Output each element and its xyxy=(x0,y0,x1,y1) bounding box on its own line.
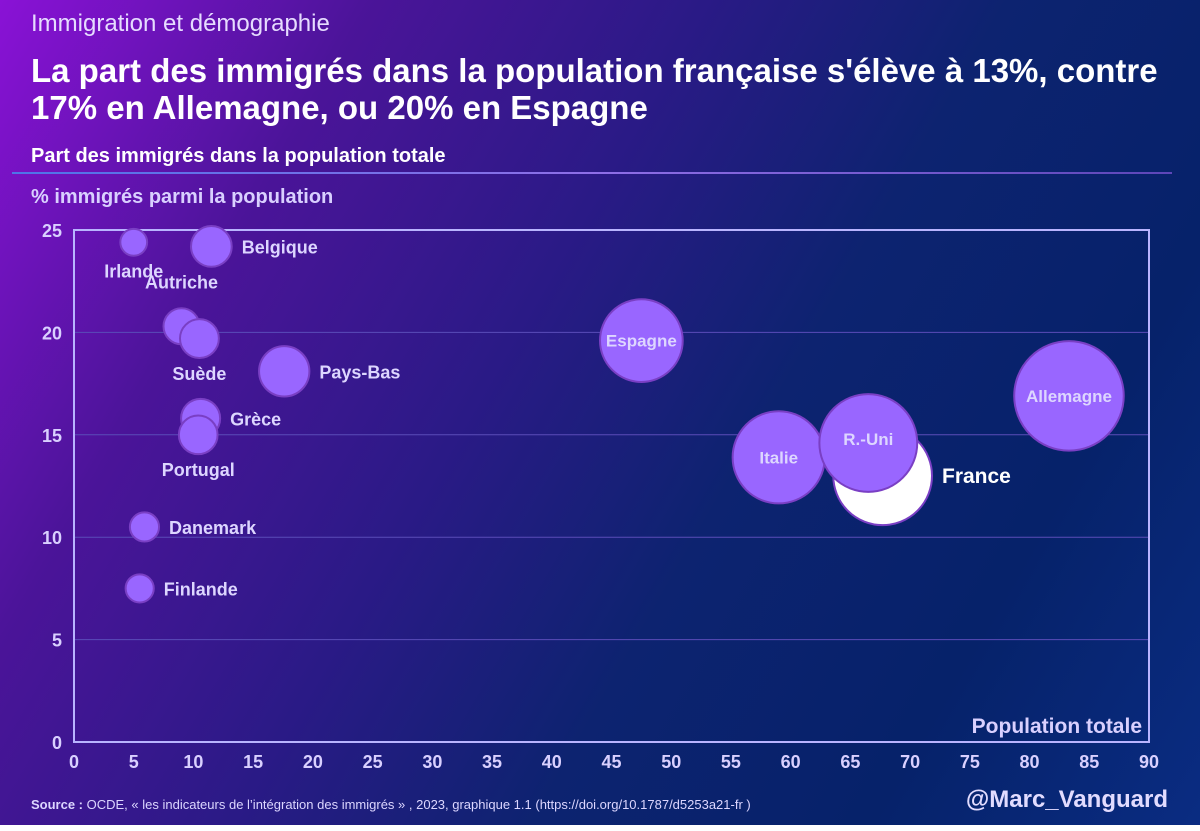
y-tick-label: 5 xyxy=(52,631,62,651)
bubble-label: Belgique xyxy=(242,237,318,257)
x-axis-label: Population totale xyxy=(972,715,1142,738)
headline: La part des immigrés dans la population … xyxy=(31,52,1158,126)
bubble-su-de xyxy=(178,318,220,359)
source-label: Source : xyxy=(31,797,84,812)
subtitle-divider xyxy=(12,172,1172,174)
y-tick-label: 15 xyxy=(42,426,62,446)
x-tick-label: 40 xyxy=(542,752,562,772)
y-tick-labels: 0 5 10 15 20 25 xyxy=(42,221,62,753)
x-tick-label: 55 xyxy=(721,752,741,772)
x-tick-label: 70 xyxy=(900,752,920,772)
author-handle: @Marc_Vanguard xyxy=(965,786,1168,813)
bubble-irlande xyxy=(119,227,149,257)
x-tick-label: 75 xyxy=(960,752,980,772)
source-text: OCDE, « les indicateurs de l’intégration… xyxy=(83,797,751,812)
x-tick-labels: 0 5 10 15 20 25 30 35 40 45 50 55 60 65 70 75 80 85 90 xyxy=(69,752,1159,772)
bubble-label: Irlande xyxy=(104,262,163,282)
x-tick-label: 45 xyxy=(601,752,621,772)
bubble-label: R.-Uni xyxy=(843,430,893,449)
bubble-label: Pays-Bas xyxy=(319,362,400,382)
bubble-label: Autriche xyxy=(145,272,218,292)
bubble-danemark xyxy=(128,511,161,543)
x-tick-label: 20 xyxy=(303,752,323,772)
y-tick-label: 10 xyxy=(42,528,62,548)
bubble-label: Suède xyxy=(172,364,226,384)
y-tick-label: 20 xyxy=(42,323,62,343)
x-tick-label: 30 xyxy=(422,752,442,772)
x-tick-label: 50 xyxy=(661,752,681,772)
x-tick-label: 15 xyxy=(243,752,263,772)
x-tick-label: 80 xyxy=(1020,752,1040,772)
bubble-allemagne xyxy=(1013,340,1125,452)
y-axis-label: % immigrés parmi la population xyxy=(31,186,334,208)
bubble-label: Espagne xyxy=(606,332,677,351)
chart-subtitle: Part des immigrés dans la population tot… xyxy=(31,145,446,167)
bubble-pays-bas xyxy=(258,345,311,398)
bubble-label: Italie xyxy=(759,448,798,467)
bubble-espagne xyxy=(599,298,684,383)
x-tick-label: 85 xyxy=(1079,752,1099,772)
bubble-labels: Irlande Belgique Autriche Suède Pays-Bas Espa… xyxy=(104,237,1112,599)
x-tick-label: 0 xyxy=(69,752,79,772)
source-note: Source : OCDE, « les indicateurs de l’in… xyxy=(31,797,751,812)
y-tick-label: 25 xyxy=(42,221,62,241)
bubble-belgique xyxy=(190,225,233,268)
bubble-label: Allemagne xyxy=(1026,387,1112,406)
x-tick-label: 10 xyxy=(183,752,203,772)
bubble-label: Danemark xyxy=(169,518,257,538)
y-tick-label: 0 xyxy=(52,733,62,753)
bubble-label: Portugal xyxy=(162,460,235,480)
bubble-finlande xyxy=(124,573,155,604)
x-tick-label: 5 xyxy=(129,752,139,772)
x-tick-label: 65 xyxy=(840,752,860,772)
bubbles xyxy=(119,225,1125,604)
plot-frame xyxy=(73,229,1150,743)
bubble-label: France xyxy=(942,465,1011,488)
x-tick-label: 90 xyxy=(1139,752,1159,772)
axes xyxy=(73,229,1150,743)
kicker: Immigration et démographie xyxy=(31,10,330,37)
x-tick-label: 25 xyxy=(363,752,383,772)
bubble-portugal xyxy=(177,414,219,456)
bubble-label: Grèce xyxy=(230,409,281,429)
x-tick-label: 60 xyxy=(781,752,801,772)
x-tick-label: 35 xyxy=(482,752,502,772)
bottom-strip xyxy=(0,825,1200,831)
bubble-label: Finlande xyxy=(164,579,238,599)
bubble-r-uni xyxy=(818,393,919,493)
